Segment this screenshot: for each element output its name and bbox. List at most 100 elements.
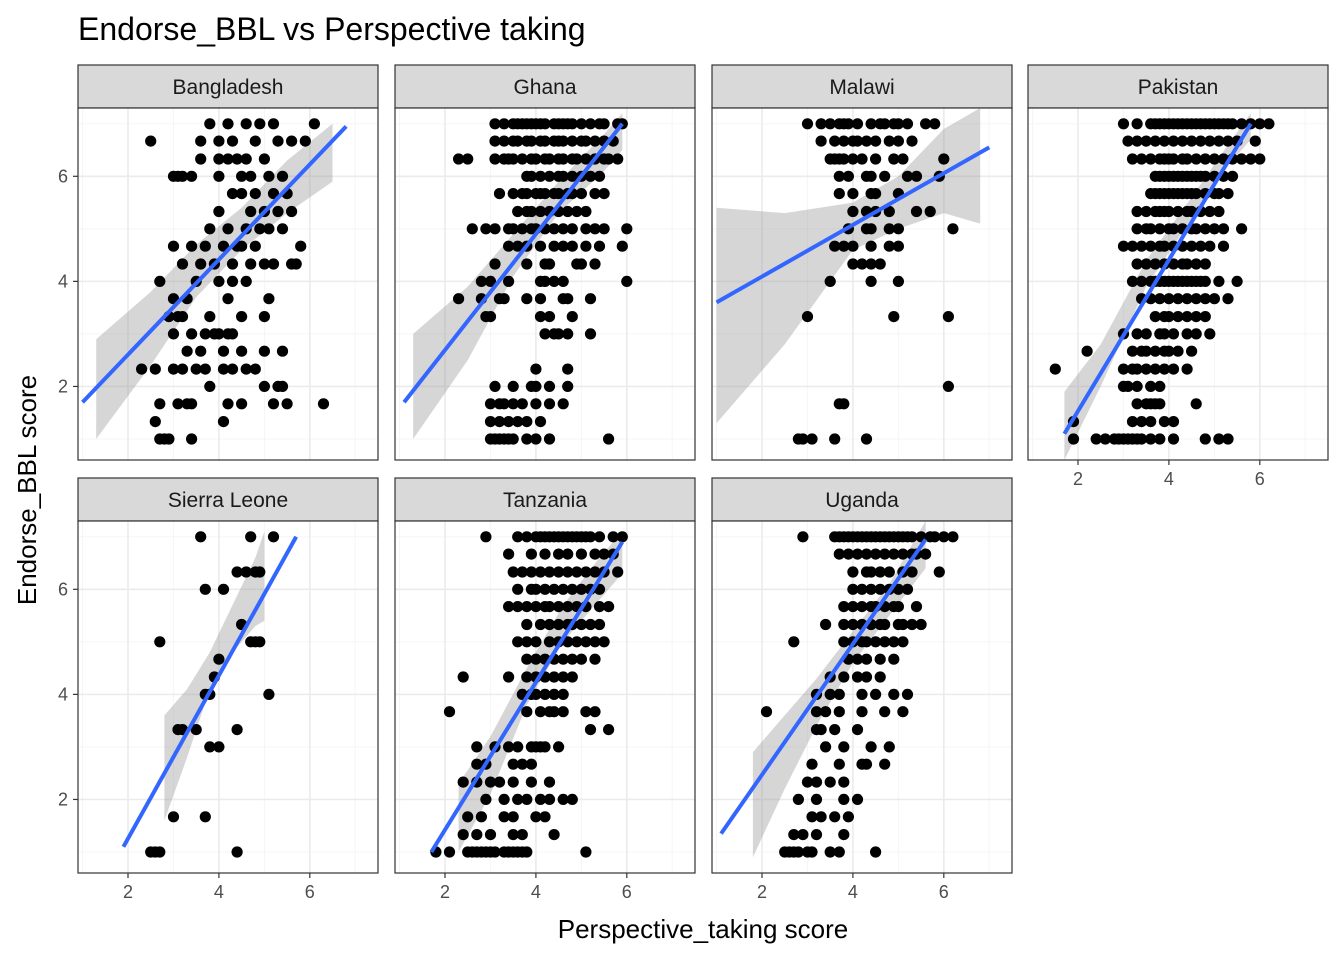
data-point [557,653,569,665]
data-point [498,135,510,147]
data-point [566,223,578,235]
data-point [471,829,483,841]
data-point [176,258,189,270]
data-point [1208,223,1220,235]
data-point [154,636,166,648]
data-point [1049,363,1061,375]
data-point [1181,328,1193,340]
data-point [254,636,266,648]
data-point [1167,135,1180,147]
data-point [539,118,551,130]
facet-label: Uganda [825,489,899,512]
data-point [892,118,905,130]
data-point [593,531,606,543]
data-point [906,618,918,631]
data-point [810,706,823,718]
data-point [245,170,257,182]
data-point [566,240,578,252]
data-point [195,531,207,543]
data-point [892,583,905,595]
data-point [580,846,592,858]
data-point [810,793,823,806]
data-point [1081,345,1093,357]
panel-border [1027,107,1329,461]
data-point [1226,170,1239,182]
data-point [204,118,216,130]
facet-strip [77,477,379,522]
data-point [548,223,560,235]
data-point [240,566,252,578]
data-point [163,433,175,445]
data-point [1190,188,1202,200]
data-point [1122,380,1134,392]
facet-label: Ghana [513,76,576,99]
data-point [820,741,832,753]
data-point [534,566,547,578]
data-point [1163,345,1175,357]
data-point [507,433,519,445]
data-point [589,258,601,270]
data-point [443,706,456,718]
data-point [806,433,818,445]
data-point [806,811,818,823]
data-point [1136,275,1148,287]
data-point [512,583,524,595]
data-point [457,671,469,683]
data-point [548,688,560,701]
data-point [1167,223,1180,235]
data-point [1131,380,1143,392]
data-point [258,345,270,357]
data-point [901,583,914,595]
data-point [236,170,248,182]
data-point [276,345,289,357]
data-point [1231,275,1243,287]
data-point [484,311,497,323]
data-point [1195,240,1207,252]
data-point [1167,363,1180,375]
data-point [1140,135,1152,147]
data-point [317,398,330,410]
data-point [847,205,859,218]
data-point [543,153,556,165]
data-point [217,416,230,428]
data-point [938,153,950,165]
data-point [263,688,275,701]
data-point [493,416,506,428]
data-point [1099,433,1111,445]
data-point [1167,416,1180,428]
data-point [1195,135,1207,147]
data-point [553,618,565,631]
data-point [267,398,280,410]
data-point [1131,363,1143,375]
data-point [897,153,909,165]
data-point [833,548,845,560]
data-point [874,258,886,270]
data-point [920,118,932,130]
data-point [503,601,515,613]
data-point [154,398,166,410]
data-point [584,531,597,543]
data-point [801,776,814,788]
data-point [498,118,510,130]
panel-uganda: Uganda 2 4 6 [711,477,1013,902]
x-tick-label: 4 [1164,469,1174,489]
data-point [910,170,923,182]
data-point [503,275,515,287]
x-tick-label: 4 [848,882,858,902]
data-point [810,776,823,788]
data-point [512,205,524,218]
data-point [1181,258,1193,270]
data-point [888,548,900,560]
data-point [865,118,877,130]
data-point [539,328,551,340]
data-point [589,188,601,200]
data-point [543,776,556,788]
data-point [870,636,882,648]
data-point [833,758,845,770]
data-point [842,170,855,182]
data-point [539,811,551,823]
data-point [1126,416,1139,428]
data-point [186,433,198,445]
data-point [1172,205,1184,218]
data-point [562,380,574,392]
